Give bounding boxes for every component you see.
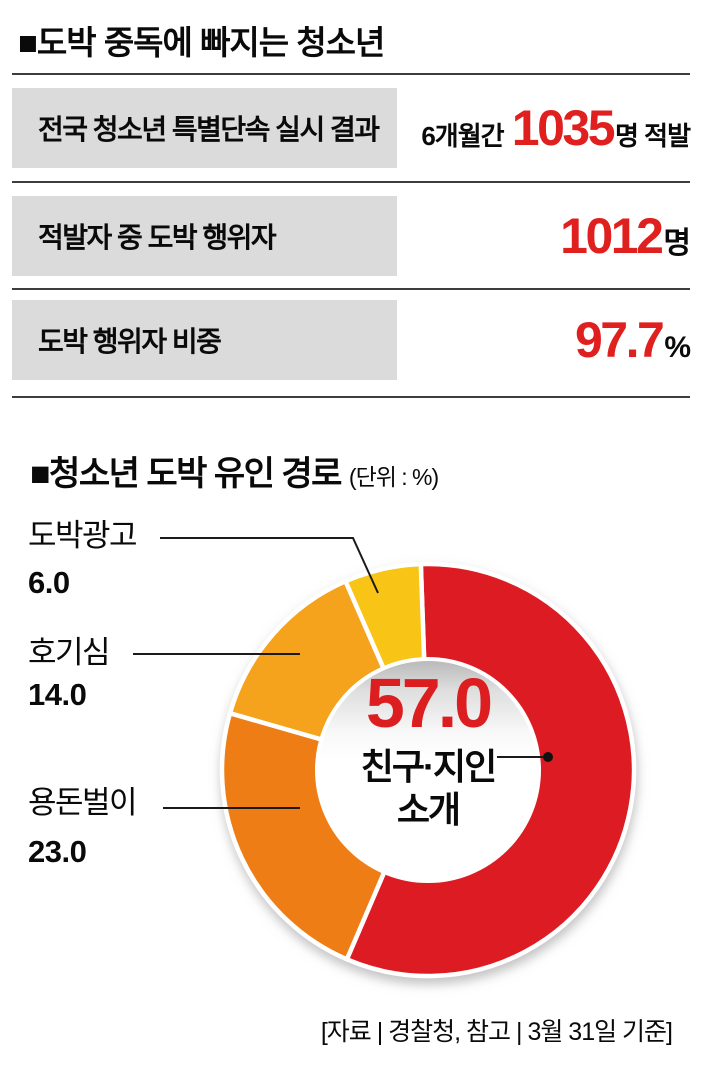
stat-row-label: 전국 청소년 특별단속 실시 결과 bbox=[38, 114, 380, 145]
stat-row-label: 적발자 중 도박 행위자 bbox=[38, 222, 277, 253]
stat-value-suffix: 명 bbox=[663, 227, 691, 260]
stat-value-suffix: 명 적발 bbox=[615, 121, 691, 151]
stat-row-label-box: 도박 행위자 비중 bbox=[12, 300, 397, 380]
callout-value-curiosity: 14.0 bbox=[28, 677, 87, 712]
stat-row-label-box: 적발자 중 도박 행위자 bbox=[12, 196, 397, 276]
stat-value-suffix: % bbox=[664, 331, 691, 364]
donut-chart bbox=[133, 537, 637, 979]
stat-value-number: 97.7 bbox=[574, 312, 665, 368]
donut-center-line1: 친구·지인 bbox=[360, 746, 497, 787]
stat-row-label-box: 전국 청소년 특별단속 실시 결과 bbox=[12, 88, 397, 168]
donut-center-label: 57.0 친구·지인 소개 bbox=[288, 668, 568, 830]
callout-value-pocket-money: 23.0 bbox=[28, 834, 87, 869]
stat-row-value: 1012명 bbox=[270, 196, 691, 289]
donut-center-value: 57.0 bbox=[365, 664, 493, 742]
callout-label-curiosity: 호기심 bbox=[28, 635, 111, 670]
stat-value-number: 1035 bbox=[511, 100, 616, 156]
callout-label-pocket-money: 용돈벌이 bbox=[28, 785, 138, 820]
source-note: [자료 | 경찰청, 참고 | 3월 31일 기준] bbox=[320, 1018, 673, 1046]
donut-hole bbox=[315, 657, 541, 883]
divider-line bbox=[12, 396, 690, 398]
stat-row-value: 6개월간 1035명 적발 bbox=[270, 88, 691, 181]
top-section-title: ■도박 중독에 빠지는 청소년 bbox=[18, 24, 385, 61]
divider-line bbox=[12, 181, 690, 183]
chart-unit-note: (단위 : %) bbox=[348, 464, 439, 490]
callout-dot bbox=[543, 752, 553, 762]
divider-line bbox=[12, 288, 690, 290]
callout-value-gambling-ads: 6.0 bbox=[28, 565, 70, 600]
callout-line-gambling-ads bbox=[160, 537, 379, 594]
divider-line bbox=[12, 73, 690, 75]
callout-label-gambling-ads: 도박광고 bbox=[28, 518, 138, 553]
donut-center-line2: 소개 bbox=[396, 789, 461, 830]
chart-section-title: ■청소년 도박 유인 경로 (단위 : %) bbox=[30, 446, 439, 495]
stat-value-prefix: 6개월간 bbox=[421, 121, 510, 151]
chart-title-text: ■청소년 도박 유인 경로 bbox=[30, 455, 342, 493]
stat-row-value: 97.7% bbox=[270, 300, 691, 393]
stat-value-number: 1012 bbox=[560, 208, 664, 264]
stat-row-label: 도박 행위자 비중 bbox=[38, 326, 222, 357]
